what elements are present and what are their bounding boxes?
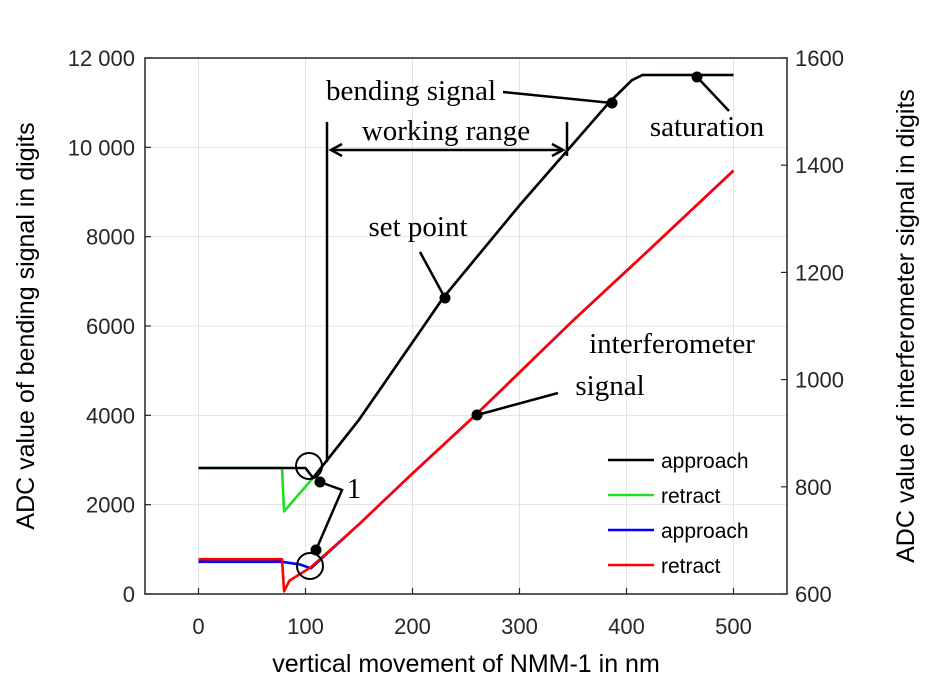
annotation-working-range: working range [362,115,530,147]
y-left-tick-label: 0 [123,582,135,607]
series-line-approach-bending [198,73,734,480]
annotation-bending-signal: bending signal [326,75,496,107]
legend: approach retract approach retract [608,450,749,578]
y-left-tick-label: 2000 [86,493,135,518]
legend-label: retract [661,555,721,578]
marker-circle-upper [295,452,323,480]
interferometer-leader [476,391,559,417]
annotations [295,76,730,580]
y-left-tick-label: 6000 [86,314,135,339]
marker-1-leader [314,480,344,551]
y-left-tick-label: 8000 [86,225,135,250]
ticks: 0 100 200 300 400 500 0 2000 4000 6000 8000 10 000 1… [68,46,844,639]
marker-1-dot-lower [310,544,322,556]
arrow-head-left [328,142,343,158]
x-tick-label: 300 [501,614,538,639]
x-tick-label: 400 [608,614,645,639]
x-tick-label: 0 [192,614,204,639]
y-right-tick-label: 800 [795,475,832,500]
y-right-tick-label: 1400 [795,153,844,178]
y-right-tick-label: 600 [795,582,832,607]
x-tick-label: 500 [715,614,752,639]
y-right-tick-label: 1600 [795,46,844,71]
legend-label: retract [661,485,721,508]
annotation-signal: signal [575,370,644,402]
legend-label: approach [661,520,749,543]
legend-label: approach [661,450,749,473]
annotation-dots [310,71,703,556]
bending-signal-dot [606,97,618,109]
series-line-retract-interferometer [198,169,735,593]
y-left-tick-label: 10 000 [68,135,135,160]
annotation-saturation: saturation [650,111,765,143]
y-right-tick-label: 1000 [795,368,844,393]
x-tick-label: 100 [287,614,324,639]
annotation-interferometer: interferometer [589,328,755,360]
set-point-dot [439,292,451,304]
saturation-dot [691,71,703,83]
annotation-set-point: set point [368,211,467,243]
interferometer-dot [471,409,483,421]
arrow-head-right [551,142,566,158]
annotation-marker-1: 1 [347,473,362,505]
y-left-tick-label: 4000 [86,403,135,428]
marker-1-dot-upper [314,476,326,488]
y-left-tick-label: 12 000 [68,46,135,71]
saturation-leader [696,76,730,112]
y-axis-right-label: ADC value of interferometer signal in di… [892,89,920,563]
x-tick-label: 200 [394,614,431,639]
y-right-tick-label: 1200 [795,260,844,285]
y-axis-left-label: ADC value of bending signal in digits [12,122,40,529]
bending-signal-leader [502,90,613,105]
set-point-leader [418,251,447,299]
marker-circle-lower [296,552,324,580]
x-axis-label: vertical movement of NMM-1 in nm [272,650,660,678]
